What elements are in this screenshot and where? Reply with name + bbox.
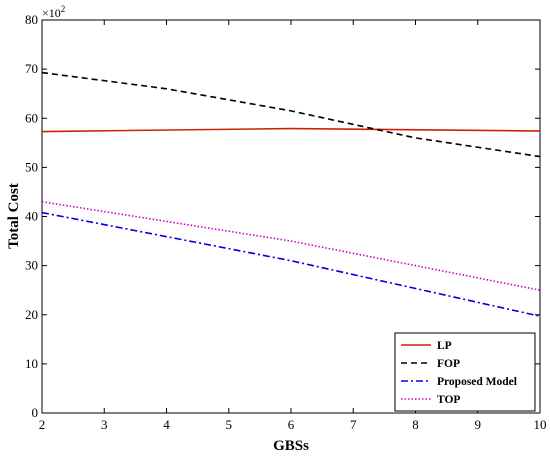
x-tick-label: 10	[534, 417, 547, 432]
legend-label-3: TOP	[437, 394, 460, 406]
x-tick-label: 3	[101, 417, 108, 432]
x-tick-label: 8	[412, 417, 419, 432]
x-tick-label: 9	[475, 417, 482, 432]
series-line-1	[41, 71, 541, 158]
series-line-3	[41, 200, 541, 291]
y-tick-label: 80	[25, 12, 38, 27]
legend-label-0: LP	[437, 340, 452, 352]
x-axis-label: GBSs	[273, 438, 309, 454]
x-tick-label: 2	[39, 417, 46, 432]
y-tick-label: 30	[25, 258, 38, 273]
legend-box	[394, 332, 536, 412]
y-tick-label: 60	[25, 110, 38, 125]
series-line-2	[41, 211, 541, 318]
y-tick-label: 70	[25, 61, 38, 76]
legend-label-2: Proposed Model	[437, 376, 517, 388]
x-tick-label: 6	[288, 417, 295, 432]
legend: LP FOP Proposed Model TOP	[394, 332, 536, 412]
y-multiplier-exponent: 2	[61, 4, 66, 14]
y-axis-label: Total Cost	[6, 183, 22, 249]
x-tick-label: 7	[350, 417, 357, 432]
legend-label-1: FOP	[437, 358, 460, 370]
x-tick-label: 5	[226, 417, 233, 432]
y-tick-label: 40	[25, 209, 38, 224]
y-multiplier: ×102	[42, 4, 65, 20]
y-tick-label: 20	[25, 307, 38, 322]
y-tick-label: 50	[25, 159, 38, 174]
y-tick-label: 10	[25, 356, 38, 371]
x-tick-label: 4	[163, 417, 170, 432]
y-tick-label: 0	[32, 405, 39, 420]
series-line-0	[41, 127, 541, 133]
